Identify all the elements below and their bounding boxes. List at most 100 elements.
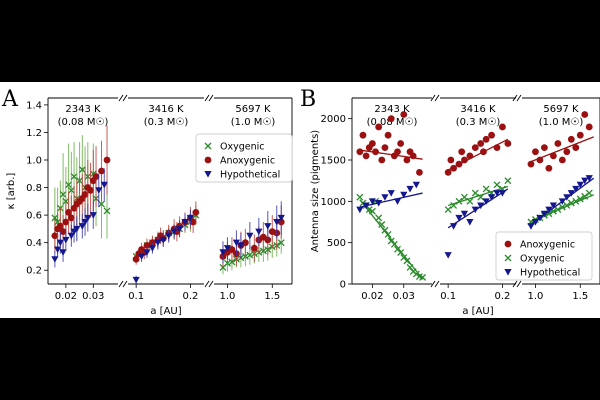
data-point-anoxygenic bbox=[455, 160, 463, 168]
subplot-mass-label: (0.08 M☉) bbox=[58, 117, 109, 128]
xtick-label: 1.5 bbox=[572, 291, 588, 302]
xtick-label: 0.2 bbox=[182, 291, 198, 302]
axis-break-mark bbox=[430, 94, 436, 102]
data-point-anoxygenic bbox=[458, 148, 466, 156]
axis-break-mark bbox=[204, 94, 210, 102]
data-point-anoxygenic bbox=[532, 148, 539, 156]
data-point-oxygenic-stroke-b bbox=[585, 189, 593, 197]
panel-b-ytick-label: 1500 bbox=[321, 156, 346, 167]
axis-break-mark bbox=[122, 280, 128, 288]
data-point-hypothetical bbox=[54, 246, 62, 254]
data-point-oxygenic-stroke-b bbox=[387, 237, 395, 245]
data-point-hypothetical bbox=[487, 194, 496, 201]
data-point-anoxygenic bbox=[359, 131, 367, 139]
panel-a-ytick-label: 0.6 bbox=[26, 211, 42, 222]
data-point-anoxygenic bbox=[103, 156, 111, 164]
data-point-oxygenic-stroke-b bbox=[246, 251, 254, 259]
panel-a-subplot-2: 0.1 0.2 3416 K (0.3 M☉) bbox=[118, 94, 204, 302]
data-point-oxygenic bbox=[381, 226, 389, 234]
panel-a-x-axis-label: a [AU] bbox=[150, 306, 181, 317]
data-point-anoxygenic bbox=[356, 148, 364, 156]
series-hypothetical bbox=[356, 181, 423, 214]
data-point-hypothetical bbox=[558, 198, 566, 205]
legend-label-anoxygenic: Anoxygenic bbox=[520, 240, 575, 251]
data-point-hypothetical bbox=[393, 198, 402, 205]
data-point-anoxygenic bbox=[493, 144, 501, 152]
data-point-oxygenic bbox=[403, 257, 411, 265]
data-point-anoxygenic bbox=[81, 191, 89, 198]
data-point-oxygenic bbox=[70, 173, 78, 180]
data-point-anoxygenic bbox=[381, 144, 389, 152]
data-point-hypothetical bbox=[255, 228, 263, 236]
data-point-anoxygenic bbox=[585, 123, 593, 131]
data-point-anoxygenic bbox=[372, 148, 379, 156]
data-point-oxygenic bbox=[576, 195, 584, 203]
data-point-oxygenic-stroke-b bbox=[67, 186, 75, 194]
axis-break-mark bbox=[516, 94, 522, 102]
data-point-hypothetical bbox=[362, 202, 370, 210]
data-point-anoxygenic bbox=[572, 144, 580, 152]
data-point-hypothetical bbox=[576, 181, 584, 189]
data-point-hypothetical bbox=[51, 256, 59, 263]
data-point-hypothetical bbox=[67, 232, 75, 240]
data-point-hypothetical bbox=[59, 249, 67, 256]
panel-a-letter: A bbox=[1, 87, 19, 112]
data-point-anoxygenic bbox=[228, 246, 236, 253]
data-point-oxygenic bbox=[444, 206, 452, 214]
data-point-anoxygenic bbox=[51, 232, 59, 240]
data-point-oxygenic-stroke-b bbox=[51, 214, 59, 222]
data-point-oxygenic bbox=[51, 214, 59, 222]
legend-marker-oxygenic bbox=[504, 254, 512, 262]
data-point-hypothetical bbox=[95, 187, 103, 194]
xtick-label: 0.03 bbox=[393, 291, 415, 302]
panel-b-ytick-label: 1000 bbox=[321, 197, 346, 208]
data-point-hypothetical bbox=[536, 214, 544, 222]
data-point-oxygenic-stroke-b bbox=[390, 240, 398, 248]
data-point-anoxygenic bbox=[444, 169, 452, 176]
data-point-hypothetical bbox=[170, 228, 178, 236]
panel-b-legend: Anoxygenic Oxygenic Hypothetical bbox=[495, 231, 593, 281]
data-point-oxygenic-stroke-b bbox=[477, 193, 485, 201]
data-point-oxygenic bbox=[378, 221, 386, 228]
data-point-hypothetical bbox=[273, 219, 281, 226]
data-point-anoxygenic bbox=[471, 144, 479, 152]
xtick-label: 0.02 bbox=[55, 291, 77, 302]
axis-break-mark bbox=[434, 94, 440, 102]
data-point-oxygenic bbox=[572, 197, 580, 205]
data-point-hypothetical bbox=[264, 223, 272, 230]
data-point-anoxygenic bbox=[65, 208, 72, 216]
panel-a-ytick-label: 1.2 bbox=[26, 128, 42, 139]
panel-b-subplot-2: 0.1 0.2 3416 K (0.3 M☉) bbox=[430, 94, 516, 302]
series-hypothetical bbox=[527, 175, 595, 230]
panel-b-ytick-label: 0 bbox=[340, 280, 346, 291]
xtick-label: 1.0 bbox=[219, 291, 235, 302]
data-point-hypothetical bbox=[165, 232, 173, 240]
data-point-oxygenic-stroke-b bbox=[378, 221, 386, 228]
panel-a-ytick-label: 0.2 bbox=[26, 266, 42, 277]
data-point-oxygenic-stroke-b bbox=[482, 185, 490, 193]
axis-break-mark bbox=[204, 280, 210, 288]
xtick-label: 1.0 bbox=[527, 291, 543, 302]
data-point-anoxygenic bbox=[378, 156, 386, 164]
data-point-anoxygenic bbox=[409, 152, 417, 160]
data-point-hypothetical bbox=[62, 236, 70, 244]
data-point-anoxygenic bbox=[558, 156, 566, 164]
data-point-hypothetical bbox=[237, 242, 245, 250]
data-point-hypothetical bbox=[567, 190, 575, 197]
data-point-anoxygenic bbox=[567, 135, 575, 143]
series-anoxygenic bbox=[444, 123, 512, 176]
data-point-hypothetical bbox=[84, 214, 92, 222]
data-point-anoxygenic bbox=[549, 152, 557, 160]
data-point-anoxygenic bbox=[98, 167, 105, 175]
legend-marker-anoxygenic bbox=[504, 240, 512, 248]
data-point-oxygenic-stroke-b bbox=[65, 181, 73, 189]
data-point-oxygenic-stroke-b bbox=[415, 273, 423, 281]
axis-break-mark bbox=[122, 94, 128, 102]
data-point-anoxygenic bbox=[387, 115, 395, 123]
data-point-oxygenic bbox=[477, 193, 485, 201]
data-point-anoxygenic bbox=[362, 152, 370, 160]
data-point-hypothetical bbox=[406, 185, 414, 193]
data-point-hypothetical bbox=[581, 177, 589, 185]
